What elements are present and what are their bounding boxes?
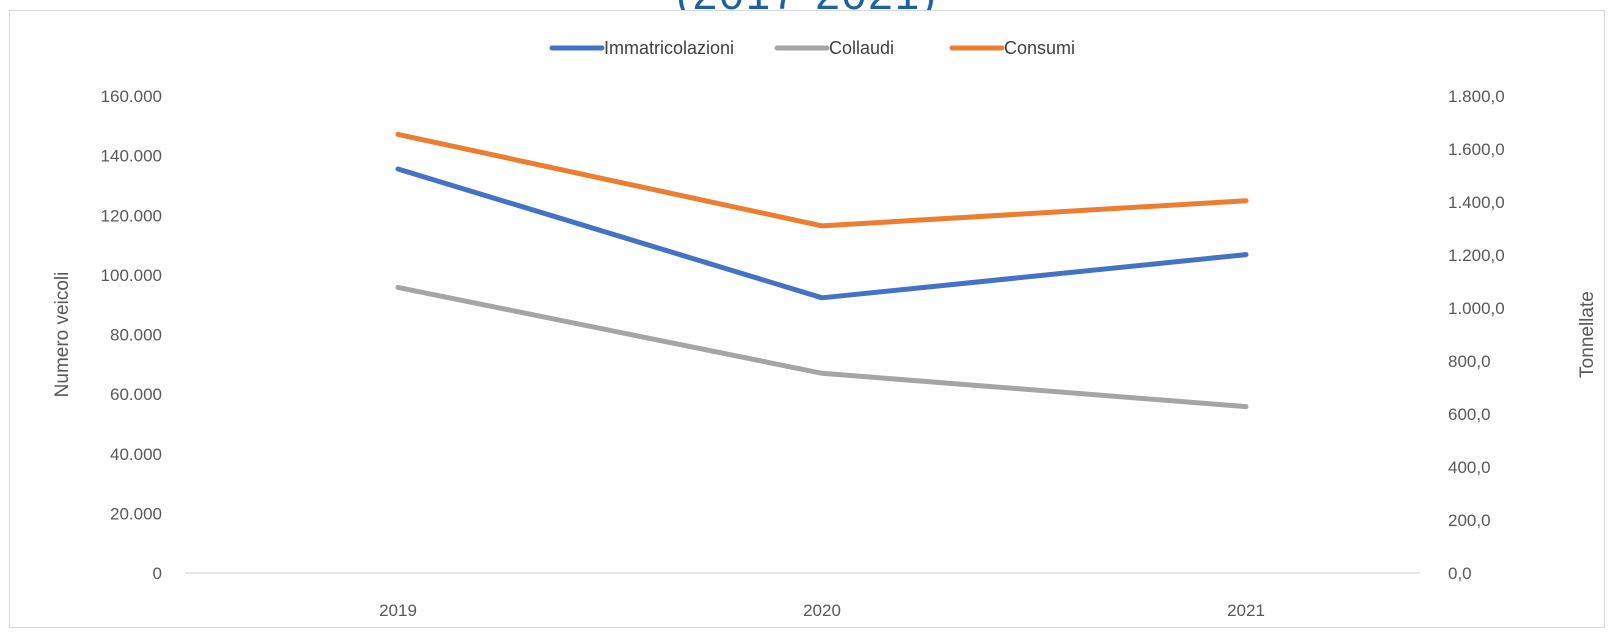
series-lines (395, 131, 1249, 410)
left-axis-title: Numero veicoli (52, 272, 73, 398)
left-axis-ticks: 0 20.000 40.000 60.000 80.000 100.000 120.000 1… (101, 87, 162, 583)
left-tick-label: 20.000 (110, 504, 162, 523)
left-tick-label: 40.000 (110, 445, 162, 464)
x-tick-label: 2020 (803, 601, 841, 620)
series-line-consumi (395, 131, 1249, 229)
right-axis-title: Tonnellate (1577, 291, 1598, 378)
legend-label: Immatricolazioni (604, 38, 734, 58)
left-tick-label: 80.000 (110, 326, 162, 345)
legend-label: Consumi (1004, 38, 1075, 58)
right-tick-label: 1.400,0 (1448, 193, 1505, 212)
right-tick-label: 1.800,0 (1448, 87, 1505, 106)
right-tick-label: 1.200,0 (1448, 246, 1505, 265)
series-line-immatricolazioni (395, 166, 1249, 301)
series-line-collaudi (395, 284, 1249, 410)
x-tick-label: 2021 (1227, 601, 1265, 620)
right-tick-label: 400,0 (1448, 458, 1491, 477)
right-axis-ticks: 0,0 200,0 400,0 600,0 800,0 1.000,0 1.200,0 1.4… (1448, 87, 1505, 583)
left-tick-label: 160.000 (101, 87, 162, 106)
right-tick-label: 1.600,0 (1448, 140, 1505, 159)
legend: Immatricolazioni Collaudi Consumi (549, 38, 1075, 58)
legend-label: Collaudi (829, 38, 894, 58)
left-tick-label: 140.000 (101, 147, 162, 166)
right-tick-label: 600,0 (1448, 405, 1491, 424)
x-axis-ticks: 2019 2020 2021 (379, 601, 1265, 620)
x-tick-label: 2019 (379, 601, 417, 620)
right-tick-label: 800,0 (1448, 352, 1491, 371)
left-tick-label: 100.000 (101, 266, 162, 285)
chart-area (9, 10, 1605, 628)
right-tick-label: 200,0 (1448, 511, 1491, 530)
right-tick-label: 0,0 (1448, 564, 1472, 583)
left-tick-label: 120.000 (101, 206, 162, 225)
left-tick-label: 0 (153, 564, 162, 583)
left-tick-label: 60.000 (110, 385, 162, 404)
right-tick-label: 1.000,0 (1448, 299, 1505, 318)
